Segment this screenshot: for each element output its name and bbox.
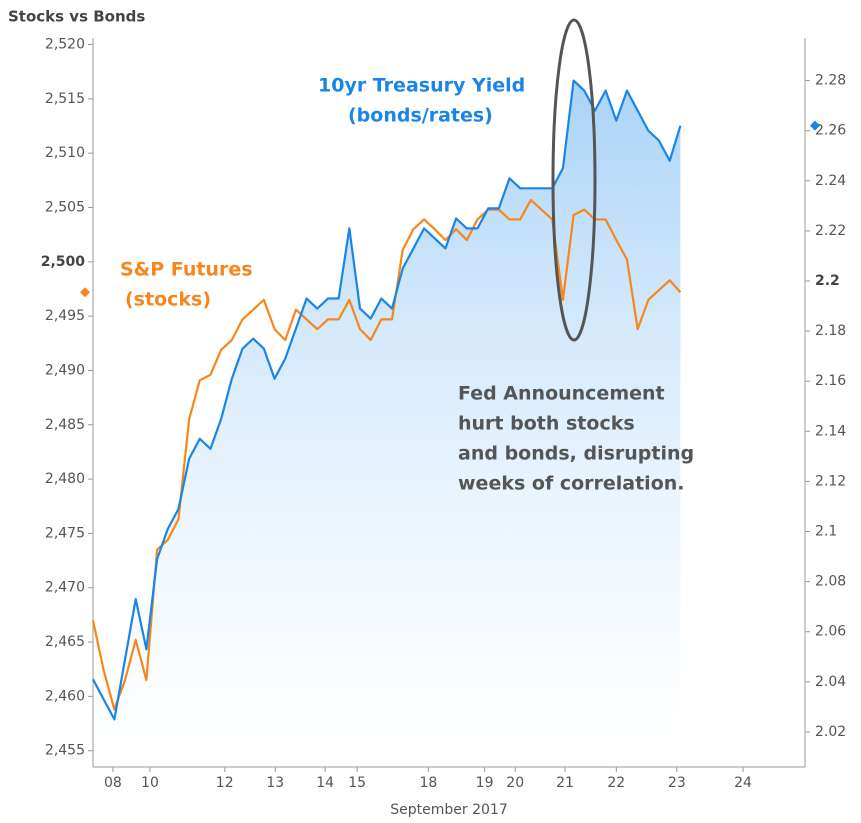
- y-tick-label: 2,515: [45, 91, 85, 107]
- area-fill: [93, 80, 681, 767]
- y-tick-label: 2,470: [45, 580, 85, 596]
- x-tick-label: 14: [316, 775, 334, 791]
- y-tick-label: 2,500: [41, 254, 86, 270]
- x-tick-label: 22: [607, 775, 625, 791]
- series-line: [92, 79, 682, 721]
- y2-tick-label: 2.2: [815, 273, 840, 289]
- annotation: 10yr Treasury Yield: [318, 75, 525, 97]
- y-tick-label: 2,475: [45, 525, 85, 541]
- y-tick-label: 2,455: [45, 743, 85, 759]
- y2-tick-label: 2.18: [815, 323, 846, 339]
- y-tick-label: 2,485: [45, 417, 85, 433]
- x-tick-label: 20: [506, 775, 524, 791]
- y2-tick-label: 2.08: [815, 574, 846, 590]
- annotation: S&P Futures: [120, 259, 253, 281]
- y-tick-label: 2,510: [45, 145, 85, 161]
- annotation: weeks of correlation.: [458, 473, 685, 495]
- y-tick-label: 2,460: [45, 688, 85, 704]
- x-tick-label: 12: [216, 775, 234, 791]
- y2-tick-label: 2.02: [815, 724, 846, 740]
- x-tick-label: 10: [141, 775, 159, 791]
- series-line: [91, 198, 682, 711]
- y-tick-label: 2,505: [45, 199, 85, 215]
- x-tick-label: 18: [419, 775, 437, 791]
- y2-tick-label: 2.04: [815, 674, 846, 690]
- x-tick-label: 19: [476, 775, 494, 791]
- x-tick-label: 08: [104, 775, 122, 791]
- last-value-marker: [810, 120, 820, 131]
- y2-tick-label: 2.12: [815, 473, 846, 489]
- annotation: (stocks): [125, 289, 211, 311]
- y-tick-label: 2,490: [45, 362, 85, 378]
- x-tick-label: 21: [556, 775, 574, 791]
- x-tick-label: 13: [266, 775, 284, 791]
- annotation: Fed Announcement: [458, 383, 665, 405]
- y2-tick-label: 2.26: [815, 123, 846, 139]
- y2-tick-label: 2.16: [815, 373, 846, 389]
- chart-title: Stocks vs Bonds: [8, 8, 145, 26]
- y-tick-label: 2,480: [45, 471, 85, 487]
- x-tick-label: 23: [668, 775, 686, 791]
- y2-tick-label: 2.22: [815, 223, 846, 239]
- y2-tick-label: 2.14: [815, 423, 846, 439]
- y2-tick-label: 2.1: [815, 524, 837, 540]
- highlight-ellipse: [551, 18, 597, 342]
- annotation: hurt both stocks: [458, 413, 635, 435]
- y2-tick-label: 2.28: [815, 73, 846, 89]
- y2-tick-label: 2.06: [815, 624, 846, 640]
- y-tick-label: 2,465: [45, 634, 85, 650]
- y-tick-label: 2,520: [45, 37, 85, 53]
- annotation: and bonds, disrupting: [458, 443, 694, 465]
- x-tick-label: 15: [348, 775, 366, 791]
- x-axis-label: September 2017: [390, 802, 507, 818]
- y-tick-label: 2,495: [45, 308, 85, 324]
- last-value-marker: [80, 287, 90, 298]
- annotation: (bonds/rates): [348, 105, 493, 127]
- x-tick-label: 24: [734, 775, 752, 791]
- y2-tick-label: 2.24: [815, 173, 846, 189]
